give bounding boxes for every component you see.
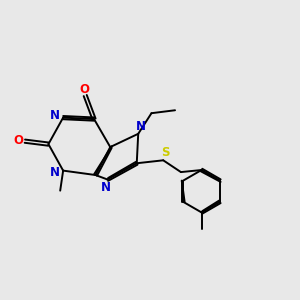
Text: S: S (161, 146, 170, 159)
Text: O: O (80, 82, 90, 95)
Text: N: N (50, 109, 60, 122)
Text: N: N (101, 181, 111, 194)
Text: N: N (50, 166, 60, 178)
Text: O: O (14, 134, 23, 147)
Text: N: N (136, 120, 146, 133)
